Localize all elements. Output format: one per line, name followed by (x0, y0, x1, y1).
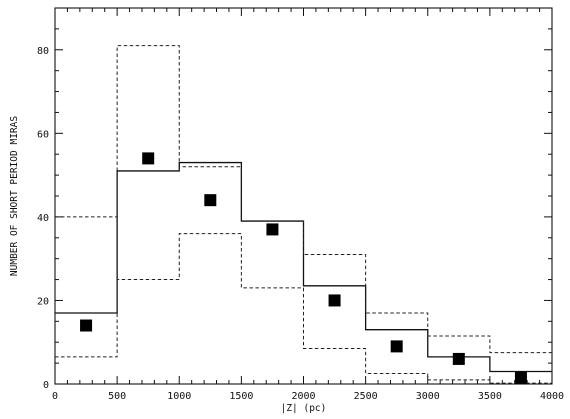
data-point-square (452, 352, 465, 365)
x-axis-title: |Z| (pc) (281, 403, 327, 414)
data-point-square (142, 152, 155, 165)
y-tick-label: 40 (37, 213, 49, 224)
y-tick-label: 20 (37, 296, 49, 307)
x-tick-label: 3000 (416, 391, 440, 402)
x-tick-label: 3500 (478, 391, 502, 402)
data-point-square (390, 340, 403, 353)
y-tick-label: 0 (43, 380, 49, 391)
plot-frame (54, 7, 553, 385)
x-tick-label: 500 (108, 391, 126, 402)
x-tick-label: 0 (52, 391, 58, 402)
solid-step-series (55, 161, 552, 373)
data-point-square (266, 223, 279, 236)
y-axis-title: NUMBER OF SHORT PERIOD MIRAS (9, 116, 20, 276)
data-point-square (328, 294, 341, 307)
x-tick-label: 1500 (229, 391, 253, 402)
x-tick-label: 4000 (540, 391, 564, 402)
dashed-step-series (55, 45, 552, 354)
x-tick-label: 2500 (354, 391, 378, 402)
data-point-square (514, 371, 527, 384)
x-tick-label: 2000 (291, 391, 315, 402)
data-point-square (204, 194, 217, 207)
dashed-step-series (55, 233, 552, 384)
x-tick-label: 1000 (167, 391, 191, 402)
data-point-square (80, 319, 93, 332)
y-tick-label: 80 (37, 46, 49, 57)
plot-area: 0 500 1000 1500 2000 2500 3000 3500 4000 0 20 40 60 8… (37, 7, 564, 402)
y-tick-label: 60 (37, 129, 49, 140)
